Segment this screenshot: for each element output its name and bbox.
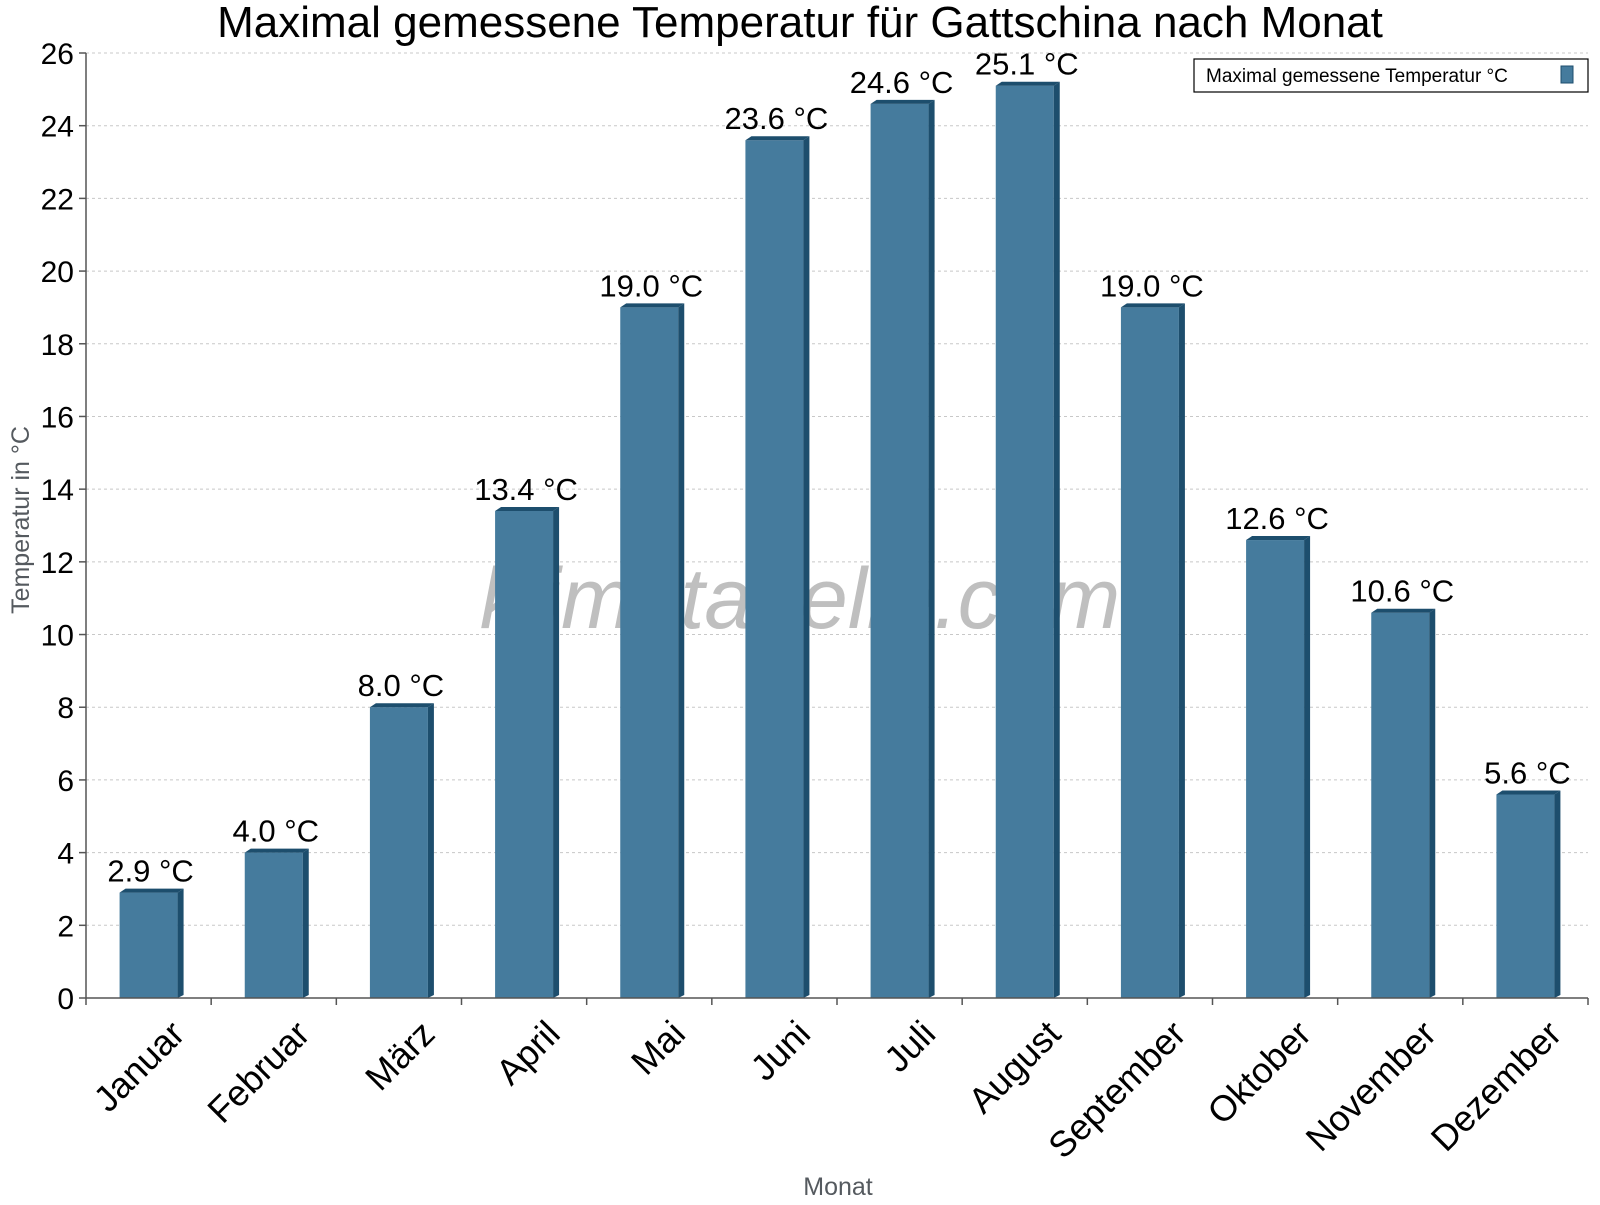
y-tick-label-10: 20 bbox=[41, 256, 74, 289]
bar-top-September bbox=[1120, 303, 1185, 308]
value-label-August: 25.1 °C bbox=[975, 47, 1079, 82]
y-tick-label-6: 12 bbox=[41, 547, 74, 580]
value-label-September: 19.0 °C bbox=[1100, 268, 1204, 303]
bar-top-April bbox=[495, 506, 560, 511]
chart-title: Maximal gemessene Temperatur für Gattsch… bbox=[217, 0, 1383, 47]
value-label-April: 13.4 °C bbox=[474, 472, 578, 507]
bar-side-September bbox=[1178, 303, 1185, 998]
bar-top-Januar bbox=[119, 888, 184, 893]
x-tick-label-Juli: Juli bbox=[876, 1013, 943, 1080]
x-tick-label-April: April bbox=[488, 1013, 568, 1093]
bar-side-März bbox=[427, 703, 434, 998]
legend-swatch bbox=[1560, 65, 1574, 84]
x-tick-label-Juni: Juni bbox=[742, 1013, 818, 1089]
y-tick-label-12: 24 bbox=[41, 111, 74, 144]
bar-November bbox=[1371, 612, 1430, 998]
bar-top-Juli bbox=[870, 99, 935, 104]
y-tick-label-11: 22 bbox=[41, 183, 74, 216]
bar-Juli bbox=[870, 103, 929, 998]
x-tick-label-November: November bbox=[1297, 1013, 1443, 1159]
bar-top-August bbox=[995, 81, 1060, 86]
value-label-Februar: 4.0 °C bbox=[233, 814, 320, 849]
bar-top-Oktober bbox=[1246, 536, 1311, 541]
bar-top-Juni bbox=[745, 136, 810, 141]
value-label-Juni: 23.6 °C bbox=[725, 101, 829, 136]
x-tick-label-Mai: Mai bbox=[623, 1013, 693, 1083]
bar-Februar bbox=[244, 852, 303, 998]
x-tick-label-März: März bbox=[357, 1013, 443, 1099]
value-label-Dezember: 5.6 °C bbox=[1484, 755, 1571, 790]
bar-side-Oktober bbox=[1304, 536, 1311, 998]
bar-Dezember bbox=[1496, 794, 1555, 998]
bar-side-Mai bbox=[678, 303, 685, 998]
bar-top-November bbox=[1371, 608, 1436, 613]
grid bbox=[86, 52, 1588, 926]
y-tick-label-3: 6 bbox=[57, 765, 74, 798]
x-tick-label-Dezember: Dezember bbox=[1423, 1013, 1569, 1159]
bar-top-Februar bbox=[244, 848, 309, 853]
bar-side-Dezember bbox=[1554, 790, 1561, 998]
y-tick-label-1: 2 bbox=[57, 910, 74, 943]
y-tick-label-13: 26 bbox=[41, 38, 74, 71]
x-tick-label-Oktober: Oktober bbox=[1199, 1013, 1319, 1133]
bar-side-April bbox=[553, 506, 560, 998]
bar-top-März bbox=[369, 703, 434, 708]
bar-side-November bbox=[1429, 608, 1436, 998]
bar-side-August bbox=[1053, 81, 1060, 998]
y-axis-title: Temperatur in °C bbox=[7, 426, 35, 614]
y-tick-label-9: 18 bbox=[41, 329, 74, 362]
y-tick-label-8: 16 bbox=[41, 401, 74, 434]
bar-top-Mai bbox=[620, 303, 685, 308]
y-tick-label-5: 10 bbox=[41, 620, 74, 653]
value-labels: 2.9 °C 4.0 °C 8.0 °C 13.4 °C 19.0 °C 23.6 °C 2… bbox=[107, 47, 1570, 889]
y-tick-label-2: 4 bbox=[57, 838, 74, 871]
bars bbox=[119, 81, 1561, 998]
y-tick-label-7: 14 bbox=[41, 474, 74, 507]
legend: Maximal gemessene Temperatur °C bbox=[1193, 58, 1589, 93]
bar-side-Juli bbox=[928, 99, 935, 998]
x-tick-label-September: September bbox=[1040, 1013, 1194, 1167]
bar-März bbox=[369, 707, 428, 998]
x-tick-label-Januar: Januar bbox=[85, 1013, 192, 1120]
value-label-November: 10.6 °C bbox=[1350, 574, 1454, 609]
value-label-Mai: 19.0 °C bbox=[599, 268, 703, 303]
legend-entry-label: Maximal gemessene Temperatur °C bbox=[1206, 66, 1508, 87]
bar-side-Februar bbox=[302, 848, 309, 998]
value-label-Januar: 2.9 °C bbox=[107, 854, 194, 889]
x-tick-label-August: August bbox=[960, 1013, 1068, 1121]
x-axis-title: Monat bbox=[803, 1173, 873, 1200]
bar-side-Januar bbox=[177, 888, 184, 998]
bar-Mai bbox=[620, 307, 679, 998]
bar-top-Dezember bbox=[1496, 790, 1561, 795]
bar-August bbox=[995, 85, 1054, 998]
legend-box bbox=[1193, 58, 1589, 93]
value-label-März: 8.0 °C bbox=[358, 668, 445, 703]
bar-Juni bbox=[745, 140, 804, 998]
bar-April bbox=[495, 510, 554, 998]
bar-September bbox=[1120, 307, 1179, 998]
bar-Oktober bbox=[1246, 540, 1305, 998]
value-label-Juli: 24.6 °C bbox=[850, 65, 954, 100]
bar-side-Juni bbox=[803, 136, 810, 998]
x-tick-label-Februar: Februar bbox=[199, 1013, 317, 1131]
y-tick-label-0: 0 bbox=[57, 983, 74, 1016]
value-label-Oktober: 12.6 °C bbox=[1225, 501, 1329, 536]
y-tick-label-4: 8 bbox=[57, 692, 74, 725]
bar-Januar bbox=[119, 892, 178, 998]
